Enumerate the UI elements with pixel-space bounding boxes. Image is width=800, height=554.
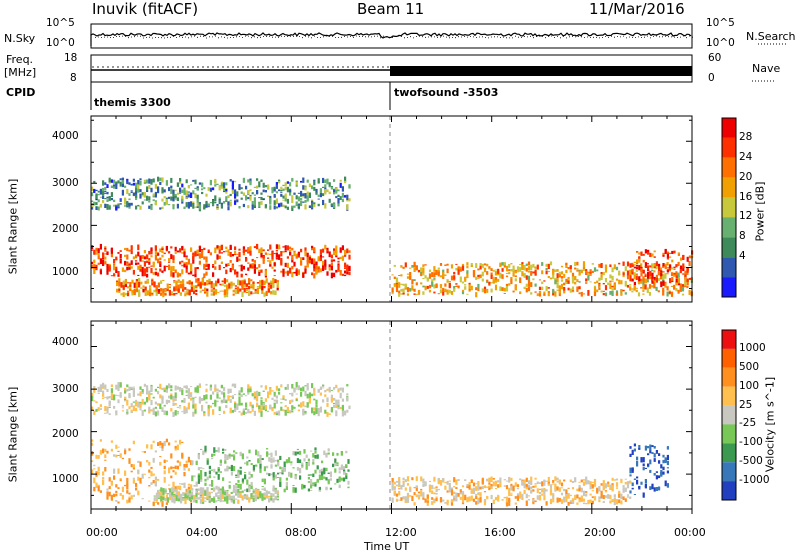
xtick-2400: 00:00: [674, 526, 706, 539]
velocity-colorbar-segment: [722, 386, 736, 406]
cpid-label: CPID: [6, 86, 36, 99]
power-colorbar-segment: [722, 118, 736, 138]
xtick-2000: 20:00: [584, 526, 616, 539]
velocity-colorbar-tick: -25: [739, 417, 757, 430]
nave-trace-late: [390, 66, 692, 76]
power-ytick-1000: 1000: [52, 266, 79, 278]
cpid-mode-2: twofsound -3503: [394, 86, 499, 99]
power-region-1: [91, 176, 351, 212]
velocity-colorbar-segment: [722, 405, 736, 425]
xtick-1600: 16:00: [484, 526, 516, 539]
velocity-colorbar-tick: 1000: [739, 341, 766, 354]
power-colorbar-tick: 12: [739, 210, 753, 223]
date-title: 11/Mar/2016: [589, 0, 685, 18]
xtick-1200: 12:00: [385, 526, 417, 539]
velocity-ytick-2000: 2000: [52, 428, 79, 440]
velocity-colorbar-segment: [722, 348, 736, 368]
velocity-region-1: [191, 445, 350, 494]
power-region-0: [91, 243, 351, 279]
power-colorbar-segment: [722, 277, 736, 297]
xtick-0000: 00:00: [86, 526, 118, 539]
power-ytick-2000: 2000: [52, 223, 79, 235]
velocity-colorbar-segment: [722, 462, 736, 482]
velocity-colorbar-tick: 100: [739, 379, 760, 392]
power-colorbar-segment: [722, 237, 736, 258]
velocity-region-4: [391, 476, 632, 507]
nave-trace-early: [92, 66, 389, 68]
power-colorbar-frame: [721, 117, 737, 298]
freq-tick-bottom: 8: [70, 72, 77, 84]
power-colorbar-tick: 20: [739, 170, 753, 183]
velocity-colorbar-tick: -1000: [739, 474, 770, 487]
station-title: Inuvik (fitACF): [92, 0, 199, 18]
velocity-ytick-3000: 3000: [52, 383, 79, 395]
freq-unit-label: [MHz]: [4, 66, 37, 79]
velocity-colorbar-segment: [722, 443, 736, 463]
nsky-frame: [90, 23, 693, 49]
velocity-colorbar-segment: [722, 424, 736, 444]
power-panel: [91, 116, 694, 302]
power-colorbar-tick: 24: [739, 150, 753, 163]
power-region-2: [116, 277, 279, 298]
xtick-0800: 08:00: [285, 526, 317, 539]
power-colorbar-segment: [722, 197, 736, 218]
power-colorbar-tick: 28: [739, 130, 753, 143]
nave-tick-top: 60: [708, 52, 722, 64]
power-colorbar-segment: [722, 177, 736, 198]
power-region-4: [629, 248, 694, 288]
power-colorbar-label: Power [dB]: [753, 181, 767, 242]
velocity-region-2: [91, 382, 351, 417]
nsky-tick-top: 10^5: [46, 17, 75, 29]
power-colorbar-segment: [722, 137, 736, 158]
velocity-colorbar-frame: [721, 329, 737, 501]
velocity-colorbar-tick: -500: [739, 455, 763, 468]
velocity-panel: [91, 321, 669, 509]
velocity-region-5: [629, 443, 669, 498]
cpid-mode-1: themis 3300: [94, 96, 171, 109]
xtick-0400: 04:00: [186, 526, 218, 539]
power-colorbar-tick: 4: [739, 250, 746, 263]
nsearch-trace: [95, 35, 693, 39]
velocity-colorbar-segment: [722, 481, 736, 500]
freq-tick-top: 18: [64, 52, 78, 64]
power-colorbar-segment: [722, 257, 736, 278]
velocity-ticks: [90, 321, 693, 509]
power-region-3: [391, 261, 693, 298]
power-colorbar-segment: [722, 157, 736, 178]
nsky-label: N.Sky: [4, 32, 36, 45]
beam-title: Beam 11: [357, 0, 425, 18]
velocity-region-3: [153, 486, 279, 505]
velocity-colorbar-segment: [722, 330, 736, 349]
velocity-colorbar-tick: 500: [739, 360, 760, 373]
power-ticks: [90, 116, 693, 302]
velocity-colorbar-label: Velocity [m s^-1]: [763, 376, 777, 473]
power-ytick-4000: 4000: [52, 130, 79, 142]
velocity-colorbar-segment: [722, 367, 736, 387]
velocity-colorbar-tick: -100: [739, 436, 763, 449]
nsky-tick-bottom: 10^0: [46, 37, 75, 49]
freq-frame: [90, 54, 693, 83]
power-colorbar-tick: 16: [739, 190, 753, 203]
velocity-ytick-1000: 1000: [52, 473, 79, 485]
freq-label: Freq.: [6, 53, 34, 66]
cpid-dividers: [90, 82, 391, 110]
xaxis-label: Time UT: [364, 540, 410, 553]
velocity-colorbar-tick: 25: [739, 398, 753, 411]
xaxis-ticks: [90, 509, 693, 514]
power-colorbar-tick: 8: [739, 230, 746, 243]
nsky-trace: [90, 32, 692, 46]
velocity-ytick-4000: 4000: [52, 336, 79, 348]
nsearch-tick-top: 10^5: [706, 17, 735, 29]
nave-label: Nave: [752, 62, 781, 75]
power-ytick-3000: 3000: [52, 177, 79, 189]
nave-tick-bottom: 0: [708, 72, 715, 84]
velocity-ylabel: Slant Range [km]: [6, 386, 20, 483]
nsearch-label: N.Search: [746, 30, 796, 43]
power-ylabel: Slant Range [km]: [6, 178, 20, 275]
power-colorbar-segment: [722, 217, 736, 238]
nsearch-tick-bottom: 10^0: [706, 37, 735, 49]
